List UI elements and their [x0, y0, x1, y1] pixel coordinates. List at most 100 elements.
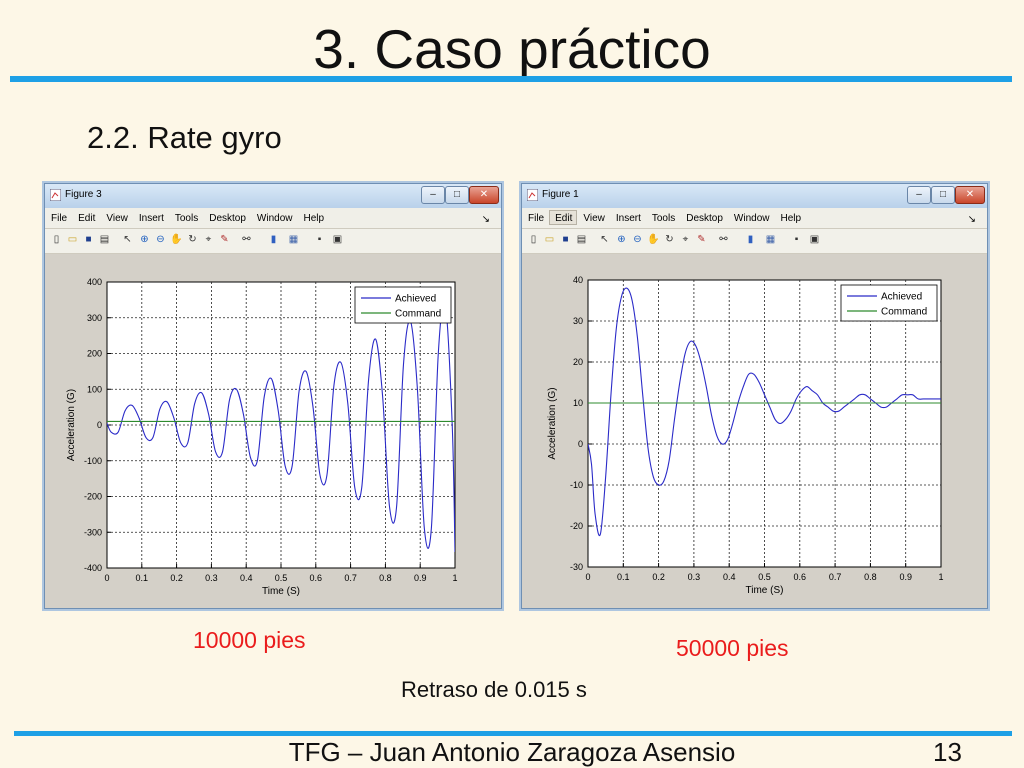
- x-tick-label: 0.3: [205, 573, 218, 583]
- y-axis-label: Acceleration (G): [66, 389, 77, 461]
- brush-icon[interactable]: ✎: [220, 234, 229, 245]
- open-file-icon[interactable]: ▭: [67, 234, 78, 245]
- matlab-figure-icon: [50, 189, 61, 201]
- pan-icon[interactable]: ✋: [170, 234, 183, 245]
- menu-edit[interactable]: Edit: [78, 213, 96, 224]
- print-icon[interactable]: ▤: [99, 234, 110, 245]
- minimize-button[interactable]: –: [421, 186, 445, 204]
- y-tick-label: -30: [570, 562, 583, 572]
- legend-box: [354, 286, 452, 324]
- chart-figure-1: 0 0.1 0.2 0.3 0.4 0.5 0.6 0.7 0.8 0.9 1 40 30 20 10 0 -1…: [547, 275, 944, 596]
- legend-label: Command: [881, 307, 927, 318]
- colorbar-icon[interactable]: ▮: [270, 234, 277, 245]
- menu-insert[interactable]: Insert: [615, 213, 641, 224]
- dock-arrow-icon[interactable]: ↘: [967, 214, 976, 225]
- hide-plot-tools-icon[interactable]: ▪: [317, 234, 322, 245]
- colorbar-icon[interactable]: ▮: [747, 234, 754, 245]
- zoom-in-icon[interactable]: ⊕: [617, 234, 626, 245]
- menu-tools[interactable]: Tools: [651, 213, 676, 224]
- window-titlebar[interactable]: Figure 1 – □ ✕: [522, 184, 987, 208]
- x-tick-label: 0.8: [379, 573, 392, 583]
- x-tick-label: 0.6: [794, 572, 807, 582]
- window-title: Figure 1: [542, 189, 579, 200]
- y-tick-label: 300: [87, 313, 102, 323]
- new-figure-icon[interactable]: ▯: [530, 234, 537, 245]
- menu-help[interactable]: Help: [780, 213, 802, 224]
- data-cursor-icon[interactable]: ⌖: [205, 234, 212, 245]
- chart-figure-3: 0 0.1 0.2 0.3 0.4 0.5 0.6 0.7 0.8 0.9 1 400 300 200 10…: [66, 277, 458, 597]
- hide-plot-tools-icon[interactable]: ▪: [794, 234, 799, 245]
- menu-view[interactable]: View: [106, 213, 128, 224]
- menu-tools[interactable]: Tools: [174, 213, 199, 224]
- title-divider: [10, 76, 1012, 82]
- legend-box: [840, 284, 938, 322]
- zoom-in-icon[interactable]: ⊕: [140, 234, 149, 245]
- close-button[interactable]: ✕: [955, 186, 985, 204]
- menu-insert[interactable]: Insert: [138, 213, 164, 224]
- save-icon[interactable]: ■: [85, 234, 92, 245]
- slide-title: 3. Caso práctico: [313, 18, 711, 80]
- brush-icon[interactable]: ✎: [697, 234, 706, 245]
- x-tick-label: 0: [585, 572, 590, 582]
- menu-file[interactable]: File: [51, 213, 68, 224]
- legend-icon[interactable]: ▦: [765, 234, 776, 245]
- link-icon[interactable]: ⚯: [242, 234, 251, 245]
- open-file-icon[interactable]: ▭: [544, 234, 555, 245]
- rotate-icon[interactable]: ↻: [665, 234, 674, 245]
- menu-desktop[interactable]: Desktop: [686, 213, 723, 224]
- menu-edit[interactable]: Edit: [549, 210, 578, 225]
- x-tick-label: 0.4: [240, 573, 253, 583]
- pan-icon[interactable]: ✋: [647, 234, 660, 245]
- zoom-out-icon[interactable]: ⊖: [156, 234, 165, 245]
- edit-plot-icon[interactable]: ↖: [123, 234, 132, 245]
- x-tick-label: 1: [452, 573, 457, 583]
- link-icon[interactable]: ⚯: [719, 234, 728, 245]
- rotate-icon[interactable]: ↻: [188, 234, 197, 245]
- caption-left: 10000 pies: [193, 627, 306, 653]
- new-figure-icon[interactable]: ▯: [53, 234, 60, 245]
- menu-view[interactable]: View: [583, 213, 605, 224]
- window-titlebar[interactable]: Figure 3 – □ ✕: [45, 184, 501, 208]
- show-plot-tools-icon[interactable]: ▣: [332, 234, 343, 245]
- save-icon[interactable]: ■: [562, 234, 569, 245]
- y-tick-label: 30: [573, 316, 583, 326]
- window-title: Figure 3: [65, 189, 102, 200]
- x-tick-label: 0.3: [688, 572, 701, 582]
- y-tick-label: 40: [573, 275, 583, 285]
- x-tick-label: 0.5: [758, 572, 771, 582]
- menu-desktop[interactable]: Desktop: [209, 213, 246, 224]
- caption-right: 50000 pies: [676, 635, 789, 661]
- page-number: 13: [933, 737, 962, 767]
- figure-toolbar: ▯ ▭ ■ ▤ ↖ ⊕ ⊖ ✋ ↻ ⌖ ✎ ⚯ ▮ ▦ ▪ ▣: [45, 229, 501, 254]
- slide-subtitle: 2.2. Rate gyro: [87, 120, 282, 155]
- figure-toolbar: ▯ ▭ ■ ▤ ↖ ⊕ ⊖ ✋ ↻ ⌖ ✎ ⚯ ▮ ▦ ▪ ▣: [522, 229, 987, 254]
- menu-window[interactable]: Window: [256, 213, 293, 224]
- print-icon[interactable]: ▤: [576, 234, 587, 245]
- footer-divider: [14, 731, 1012, 736]
- menu-help[interactable]: Help: [303, 213, 325, 224]
- minimize-button[interactable]: –: [907, 186, 931, 204]
- x-axis-label: Time (S): [746, 585, 784, 596]
- zoom-out-icon[interactable]: ⊖: [633, 234, 642, 245]
- close-button[interactable]: ✕: [469, 186, 499, 204]
- y-tick-label: -400: [84, 563, 102, 573]
- y-tick-label: -300: [84, 527, 102, 537]
- figure-window-left[interactable]: Figure 3 – □ ✕ File Edit View Insert Tools De…: [44, 183, 502, 609]
- show-plot-tools-icon[interactable]: ▣: [809, 234, 820, 245]
- series-line-achieved: [588, 287, 941, 537]
- x-tick-label: 0.1: [617, 572, 630, 582]
- menu-file[interactable]: File: [528, 213, 545, 224]
- caption-delay: Retraso de 0.015 s: [401, 677, 587, 702]
- edit-plot-icon[interactable]: ↖: [600, 234, 609, 245]
- data-cursor-icon[interactable]: ⌖: [682, 234, 689, 245]
- figure-window-right[interactable]: Figure 1 – □ ✕ File Edit View Insert Tools De…: [521, 183, 988, 609]
- dock-arrow-icon[interactable]: ↘: [481, 214, 490, 225]
- menu-bar: File Edit View Insert Tools Desktop Window Help…: [45, 208, 501, 229]
- menu-window[interactable]: Window: [733, 213, 770, 224]
- legend-label: Command: [395, 309, 441, 320]
- maximize-button[interactable]: □: [931, 186, 955, 204]
- x-tick-label: 0.7: [344, 573, 357, 583]
- x-tick-label: 1: [938, 572, 943, 582]
- maximize-button[interactable]: □: [445, 186, 469, 204]
- legend-icon[interactable]: ▦: [288, 234, 299, 245]
